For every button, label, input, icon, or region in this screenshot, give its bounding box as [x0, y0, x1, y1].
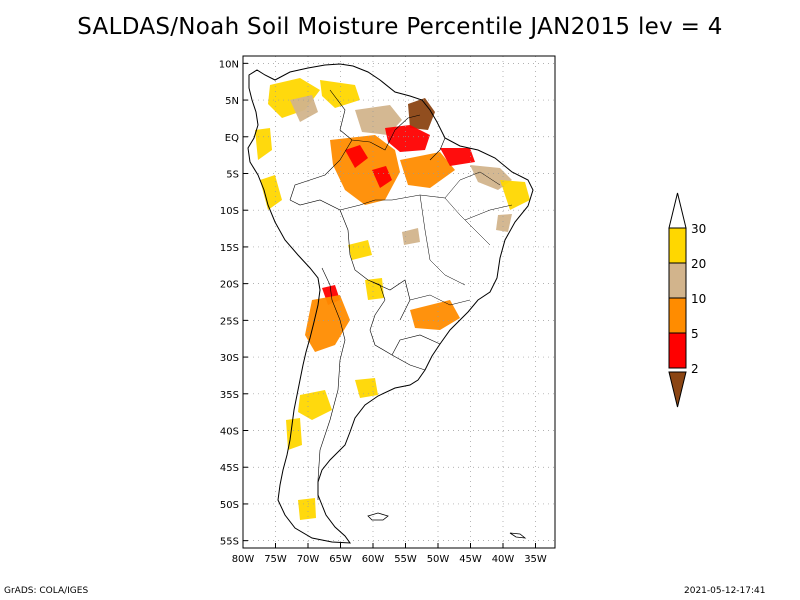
lon-tick-label: 65W: [329, 554, 352, 565]
graticule: [242, 56, 555, 548]
percentile-patch: [400, 152, 455, 188]
percentile-patch: [345, 145, 368, 168]
percentile-patch: [408, 98, 435, 130]
percentile-patch: [385, 125, 430, 152]
footer-timestamp: 2021-05-12-17:41: [684, 586, 766, 596]
lon-tick-label: 55W: [394, 554, 417, 565]
percentile-patch: [500, 180, 530, 210]
lat-tick-label: 45S: [220, 463, 239, 474]
legend-swatch: [668, 297, 687, 334]
lon-tick-label: 75W: [264, 554, 287, 565]
percentile-patch: [355, 378, 378, 398]
percentile-patch: [305, 295, 350, 352]
percentile-patch: [255, 128, 272, 160]
legend-level-label: 2: [691, 362, 699, 376]
color-legend: 30 20 10 5 2: [668, 192, 706, 408]
percentile-patch: [348, 240, 372, 260]
lat-tick-label: 10N: [219, 59, 239, 70]
legend-level-label: 10: [691, 292, 706, 306]
percentile-patch: [365, 278, 384, 300]
percentile-patch: [268, 78, 320, 118]
legend-cap-above: [668, 192, 687, 229]
lat-tick-label: 55S: [220, 537, 239, 548]
legend-cap-below: [668, 371, 687, 408]
lat-tick-label: 5N: [225, 96, 239, 107]
south-georgia-island: [509, 532, 527, 539]
south-america-outline: [247, 63, 534, 544]
lat-tick-label: 30S: [220, 353, 239, 364]
lat-tick-label: 25S: [220, 316, 239, 327]
lat-tick-label: 5S: [226, 169, 239, 180]
percentile-patch: [298, 498, 316, 520]
map-title: SALDAS/Noah Soil Moisture Percentile JAN…: [77, 14, 723, 40]
lon-tick-label: 40W: [492, 554, 515, 565]
legend-level-label: 5: [691, 327, 699, 341]
percentile-patch: [290, 95, 318, 122]
lat-tick-label: 50S: [220, 500, 239, 511]
longitude-axis: 80W 75W 70W 65W 60W 55W 50W 45W 40W 35W: [232, 543, 547, 565]
percentile-patch: [496, 214, 512, 232]
legend-swatch: [668, 227, 687, 264]
lon-tick-label: 60W: [362, 554, 385, 565]
lat-tick-label: EQ: [225, 133, 239, 144]
percentile-patch: [286, 418, 302, 450]
south-america-coastline: [247, 63, 534, 544]
legend-swatch: [668, 262, 687, 299]
percentile-patch: [402, 228, 420, 245]
percentile-patch: [440, 148, 475, 166]
footer-credit: GrADS: COLA/IGES: [4, 586, 89, 596]
brazil-state-lines: [391, 171, 513, 306]
lat-tick-label: 40S: [220, 427, 239, 438]
percentile-patch: [298, 390, 332, 420]
lon-tick-label: 35W: [524, 554, 547, 565]
percentile-patch: [260, 175, 282, 210]
legend-swatch: [668, 332, 687, 369]
lat-tick-label: 15S: [220, 243, 239, 254]
country-borders: [289, 89, 446, 500]
lon-tick-label: 45W: [459, 554, 482, 565]
legend-level-label: 20: [691, 257, 706, 271]
lat-tick-label: 20S: [220, 280, 239, 291]
lat-tick-label: 35S: [220, 390, 239, 401]
legend-level-label: 30: [691, 222, 706, 236]
latitude-axis: 10N 5N EQ 5S 10S 15S 20S 25S 30S 35S 40S 45S 50S 55S: [219, 59, 248, 548]
percentile-patch: [410, 300, 460, 330]
lat-tick-label: 10S: [220, 206, 239, 217]
map-frame: [242, 55, 556, 549]
falkland-islands: [367, 512, 389, 521]
percentile-shading: [255, 78, 530, 520]
lon-tick-label: 50W: [427, 554, 450, 565]
lon-tick-label: 70W: [297, 554, 320, 565]
percentile-patch: [320, 80, 360, 108]
lon-tick-label: 80W: [232, 554, 255, 565]
percentile-patch: [372, 166, 392, 188]
